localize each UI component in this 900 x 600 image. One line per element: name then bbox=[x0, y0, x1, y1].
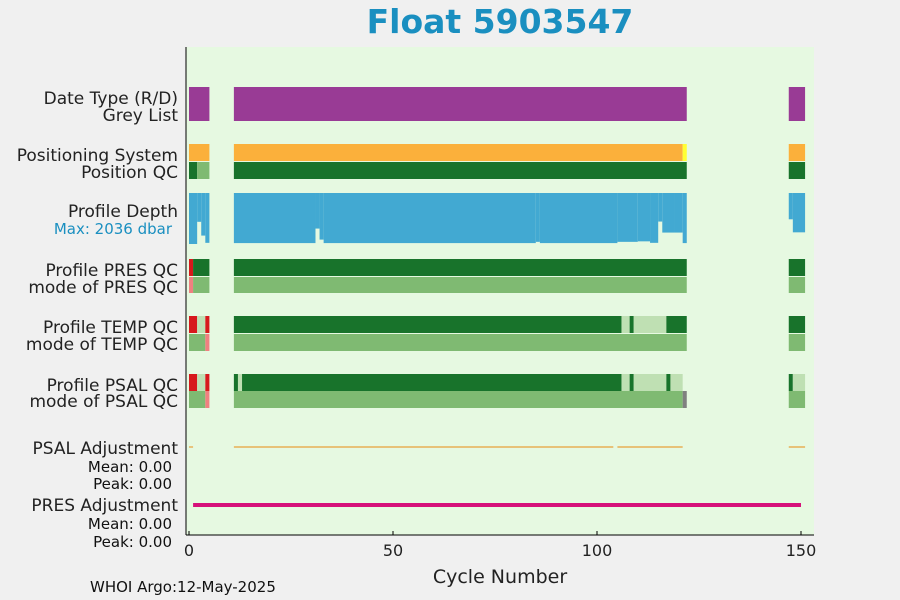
qc-bar-segment bbox=[233, 144, 683, 161]
pres-peak-label: Peak: 0.00 bbox=[93, 533, 172, 551]
qc-bar-segment bbox=[237, 374, 243, 391]
qc-bar-segment bbox=[788, 334, 806, 351]
qc-bar-segment bbox=[205, 334, 210, 351]
row-label: mode of PSAL QC bbox=[29, 392, 178, 412]
depth-bar bbox=[674, 193, 683, 233]
depth-bar bbox=[189, 193, 198, 244]
x-tick-label: 100 bbox=[582, 541, 613, 560]
qc-bar-segment bbox=[792, 374, 806, 391]
qc-bar-segment bbox=[788, 374, 793, 391]
depth-bar bbox=[682, 193, 687, 244]
qc-bar-segment bbox=[233, 162, 687, 179]
depth-bar bbox=[658, 193, 663, 222]
qc-bar-segment bbox=[205, 316, 210, 333]
qc-bar-segment bbox=[682, 391, 687, 408]
pres-adjustment-label: PRES Adjustment bbox=[31, 496, 178, 516]
qc-bar-segment bbox=[670, 374, 683, 391]
row-label: mode of TEMP QC bbox=[26, 335, 178, 355]
qc-bar-segment bbox=[233, 391, 683, 408]
qc-bar-segment bbox=[189, 316, 198, 333]
qc-bar-segment bbox=[666, 374, 671, 391]
qc-bar-segment bbox=[233, 87, 687, 121]
qc-bar-segment bbox=[197, 374, 206, 391]
qc-bar-segment bbox=[788, 87, 806, 121]
qc-bar-segment bbox=[205, 391, 210, 408]
qc-bar-segment bbox=[233, 374, 238, 391]
psal-peak-label: Peak: 0.00 bbox=[93, 475, 172, 493]
qc-bar-segment bbox=[189, 277, 194, 293]
qc-bar-segment bbox=[233, 334, 687, 351]
psal-mean-label: Mean: 0.00 bbox=[88, 458, 172, 476]
depth-bar bbox=[205, 193, 210, 243]
qc-bar-segment bbox=[788, 316, 806, 333]
footer-credit: WHOI Argo:12-May-2025 bbox=[90, 578, 276, 596]
qc-bar-segment bbox=[189, 391, 206, 408]
qc-bar-segment bbox=[189, 144, 210, 161]
qc-bar-segment bbox=[197, 316, 206, 333]
depth-bar bbox=[788, 193, 793, 220]
qc-bar-segment bbox=[788, 277, 806, 293]
qc-bar-segment bbox=[193, 259, 210, 276]
depth-bar bbox=[315, 193, 320, 229]
depth-bar bbox=[197, 193, 202, 222]
qc-bar-segment bbox=[788, 259, 806, 276]
qc-bar-segment bbox=[629, 374, 634, 391]
qc-bar-segment bbox=[788, 391, 806, 408]
qc-bar-segment bbox=[633, 374, 667, 391]
row-label: mode of PRES QC bbox=[28, 278, 178, 298]
depth-bar bbox=[650, 193, 659, 243]
depth-bar bbox=[792, 193, 806, 233]
qc-bar-segment bbox=[189, 259, 194, 276]
row-label: Position QC bbox=[81, 163, 178, 183]
qc-bar-segment bbox=[788, 144, 806, 161]
psal-adjustment-label: PSAL Adjustment bbox=[33, 439, 179, 459]
row-label: Profile TEMP QC bbox=[43, 318, 178, 338]
row-label: Grey List bbox=[103, 106, 179, 126]
row-label: Profile PSAL QC bbox=[47, 376, 178, 396]
depth-bar bbox=[662, 193, 675, 233]
depth-bar bbox=[535, 193, 540, 242]
qc-bar-segment bbox=[233, 259, 687, 276]
qc-bar-segment bbox=[189, 162, 198, 179]
qc-bar-segment bbox=[788, 162, 806, 179]
qc-bar-segment bbox=[205, 374, 210, 391]
row-label: Positioning System bbox=[17, 146, 178, 166]
qc-bar-segment bbox=[197, 162, 210, 179]
qc-bar-segment bbox=[666, 316, 687, 333]
profile-depth-label: Profile Depth bbox=[68, 202, 178, 222]
depth-bar bbox=[539, 193, 618, 244]
chart-title: Float 5903547 bbox=[366, 2, 634, 41]
row-label: Date Type (R/D) bbox=[44, 89, 178, 109]
x-tick-label: 50 bbox=[383, 541, 403, 560]
qc-bar-segment bbox=[629, 316, 634, 333]
qc-bar-segment bbox=[233, 277, 687, 293]
qc-bar-segment bbox=[633, 316, 667, 333]
qc-bar-segment bbox=[193, 277, 210, 293]
qc-bar-segment bbox=[189, 87, 210, 121]
row-label: Profile PRES QC bbox=[45, 261, 178, 281]
x-tick-label: 0 bbox=[184, 541, 194, 560]
qc-bar-segment bbox=[242, 374, 622, 391]
qc-bar-segment bbox=[682, 144, 687, 161]
qc-bar-segment bbox=[189, 334, 206, 351]
qc-bar-segment bbox=[189, 374, 198, 391]
depth-bar bbox=[637, 193, 651, 242]
qc-bar-segment bbox=[621, 374, 630, 391]
qc-bar-segment bbox=[621, 316, 630, 333]
depth-bar bbox=[617, 193, 638, 242]
max-depth-label: Max: 2036 dbar bbox=[54, 220, 173, 238]
depth-bar bbox=[201, 193, 206, 236]
qc-bar-segment bbox=[233, 316, 622, 333]
x-axis-label: Cycle Number bbox=[433, 566, 567, 588]
x-tick-label: 150 bbox=[786, 541, 817, 560]
depth-bar bbox=[233, 193, 316, 244]
pres-mean-label: Mean: 0.00 bbox=[88, 515, 172, 533]
depth-bar bbox=[323, 193, 536, 244]
depth-bar bbox=[319, 193, 324, 240]
